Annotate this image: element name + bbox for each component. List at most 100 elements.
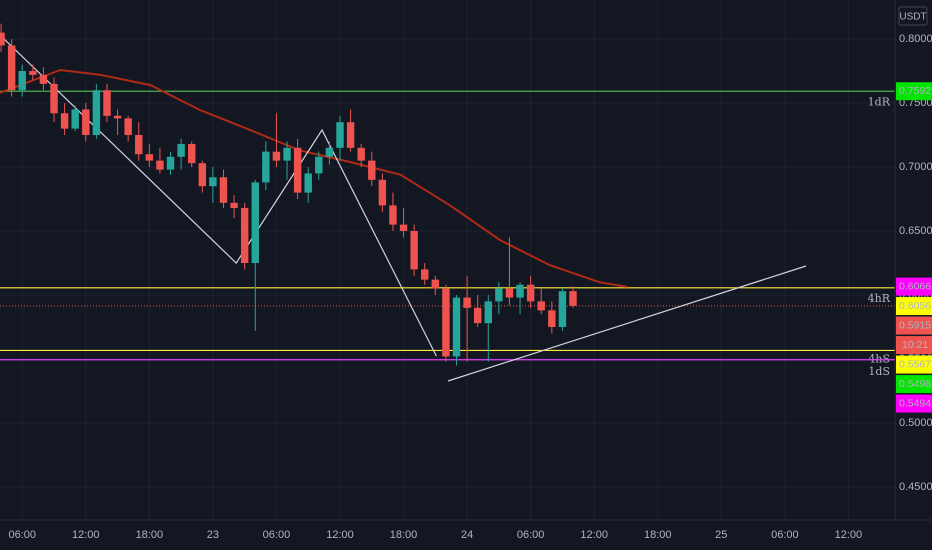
- candle-body: [188, 143, 196, 164]
- candle-body: [18, 71, 26, 91]
- candle-body: [484, 301, 492, 324]
- candle-body: [548, 310, 556, 327]
- candle-body: [325, 147, 334, 157]
- y-tick-label: 0.5000: [899, 417, 932, 429]
- candle-body: [7, 45, 16, 91]
- price-label: 0.5915: [899, 319, 931, 331]
- x-tick-label: 12:00: [580, 529, 608, 541]
- candle-body: [113, 115, 122, 119]
- candle-body: [463, 297, 471, 308]
- candle-body: [177, 143, 185, 157]
- price-label-box: [896, 375, 932, 394]
- candle-body: [0, 32, 5, 46]
- x-tick-label: 18:00: [136, 529, 164, 541]
- candle-body: [71, 109, 79, 129]
- candle-body: [39, 74, 48, 84]
- candle-body: [198, 163, 207, 187]
- x-tick-label: 25: [715, 529, 727, 541]
- candle-body: [315, 156, 323, 174]
- candle-body: [272, 151, 281, 161]
- candle-body: [516, 284, 524, 298]
- level-name: 1dR: [868, 95, 891, 108]
- candle-body: [389, 205, 397, 225]
- price-label-box: [896, 316, 932, 335]
- x-tick-label: 12:00: [72, 529, 100, 541]
- y-tick-label: 0.6500: [899, 225, 932, 237]
- y-tick-label: 0.8000: [899, 33, 932, 45]
- price-label-box: [896, 355, 932, 374]
- candle-body: [283, 147, 291, 161]
- candle-body: [336, 122, 344, 148]
- candle-body: [357, 147, 365, 161]
- currency: USDT: [899, 12, 926, 23]
- candle-body: [103, 90, 111, 116]
- candle-body: [346, 122, 355, 148]
- candle-body: [505, 288, 514, 298]
- candle-body: [219, 177, 228, 203]
- candle-body: [251, 182, 259, 264]
- candle-body: [92, 90, 101, 136]
- price-label: 0.5494: [899, 397, 931, 409]
- candle-body: [60, 113, 69, 129]
- candle-body: [431, 279, 440, 289]
- candle-body: [166, 156, 175, 170]
- candle-body: [262, 151, 270, 183]
- candle-body: [135, 135, 143, 155]
- candle-body: [50, 83, 58, 114]
- price-label-box: [896, 394, 932, 413]
- x-tick-label: 24: [461, 529, 473, 541]
- x-tick-label: 06:00: [771, 529, 799, 541]
- level-name: 4hS: [868, 352, 890, 365]
- level-name: 4hR: [868, 292, 891, 305]
- x-tick-label: 12:00: [835, 529, 863, 541]
- price-label-box: [896, 277, 932, 296]
- currency-box[interactable]: [898, 6, 928, 26]
- x-tick-label: 18:00: [390, 529, 418, 541]
- x-tick-label: 06:00: [263, 529, 291, 541]
- candle-body: [29, 71, 37, 75]
- candle-body: [82, 109, 90, 136]
- candle-body: [569, 291, 577, 306]
- price-label: 0.6066: [899, 280, 931, 292]
- countdown: 10:21: [902, 339, 928, 351]
- candle-body: [209, 177, 217, 187]
- moving-average: [0, 68, 628, 288]
- price-label-box: [896, 297, 932, 316]
- candle-body: [124, 118, 132, 136]
- x-tick-label: 18:00: [644, 529, 672, 541]
- x-tick-label: 06:00: [517, 529, 545, 541]
- candle-body: [495, 288, 503, 302]
- trend-line: [0, 34, 437, 357]
- level-name: 1dS: [868, 365, 890, 378]
- candle-body: [526, 284, 535, 302]
- x-tick-label: 23: [207, 529, 219, 541]
- countdown-box: [896, 336, 932, 355]
- y-tick-label: 0.4500: [899, 481, 932, 493]
- candle-body: [240, 207, 249, 264]
- trend-line: [447, 265, 807, 382]
- price-label: 0.5567: [899, 358, 931, 370]
- candle-body: [378, 179, 387, 206]
- x-tick-label: 06:00: [8, 529, 36, 541]
- y-tick-label: 0.7000: [899, 161, 932, 173]
- candle-body: [230, 202, 238, 208]
- candle-body: [399, 224, 408, 232]
- price-label-box: [896, 82, 932, 101]
- candle-body: [368, 160, 376, 180]
- candle-body: [537, 301, 545, 311]
- price-label: 0.7592: [899, 85, 931, 97]
- candle-body: [156, 160, 164, 170]
- price-label: 0.5498: [899, 378, 931, 390]
- candle-body: [442, 288, 450, 357]
- candle-body: [304, 173, 312, 193]
- price-label: 0.6056: [899, 300, 931, 312]
- x-tick-label: 12:00: [326, 529, 354, 541]
- candle-body: [410, 231, 418, 270]
- candle-body: [452, 297, 461, 357]
- candle-body: [293, 147, 302, 193]
- candle-body: [558, 291, 567, 327]
- candle-body: [421, 269, 429, 280]
- candle-body: [473, 307, 482, 324]
- candle-body: [145, 154, 154, 161]
